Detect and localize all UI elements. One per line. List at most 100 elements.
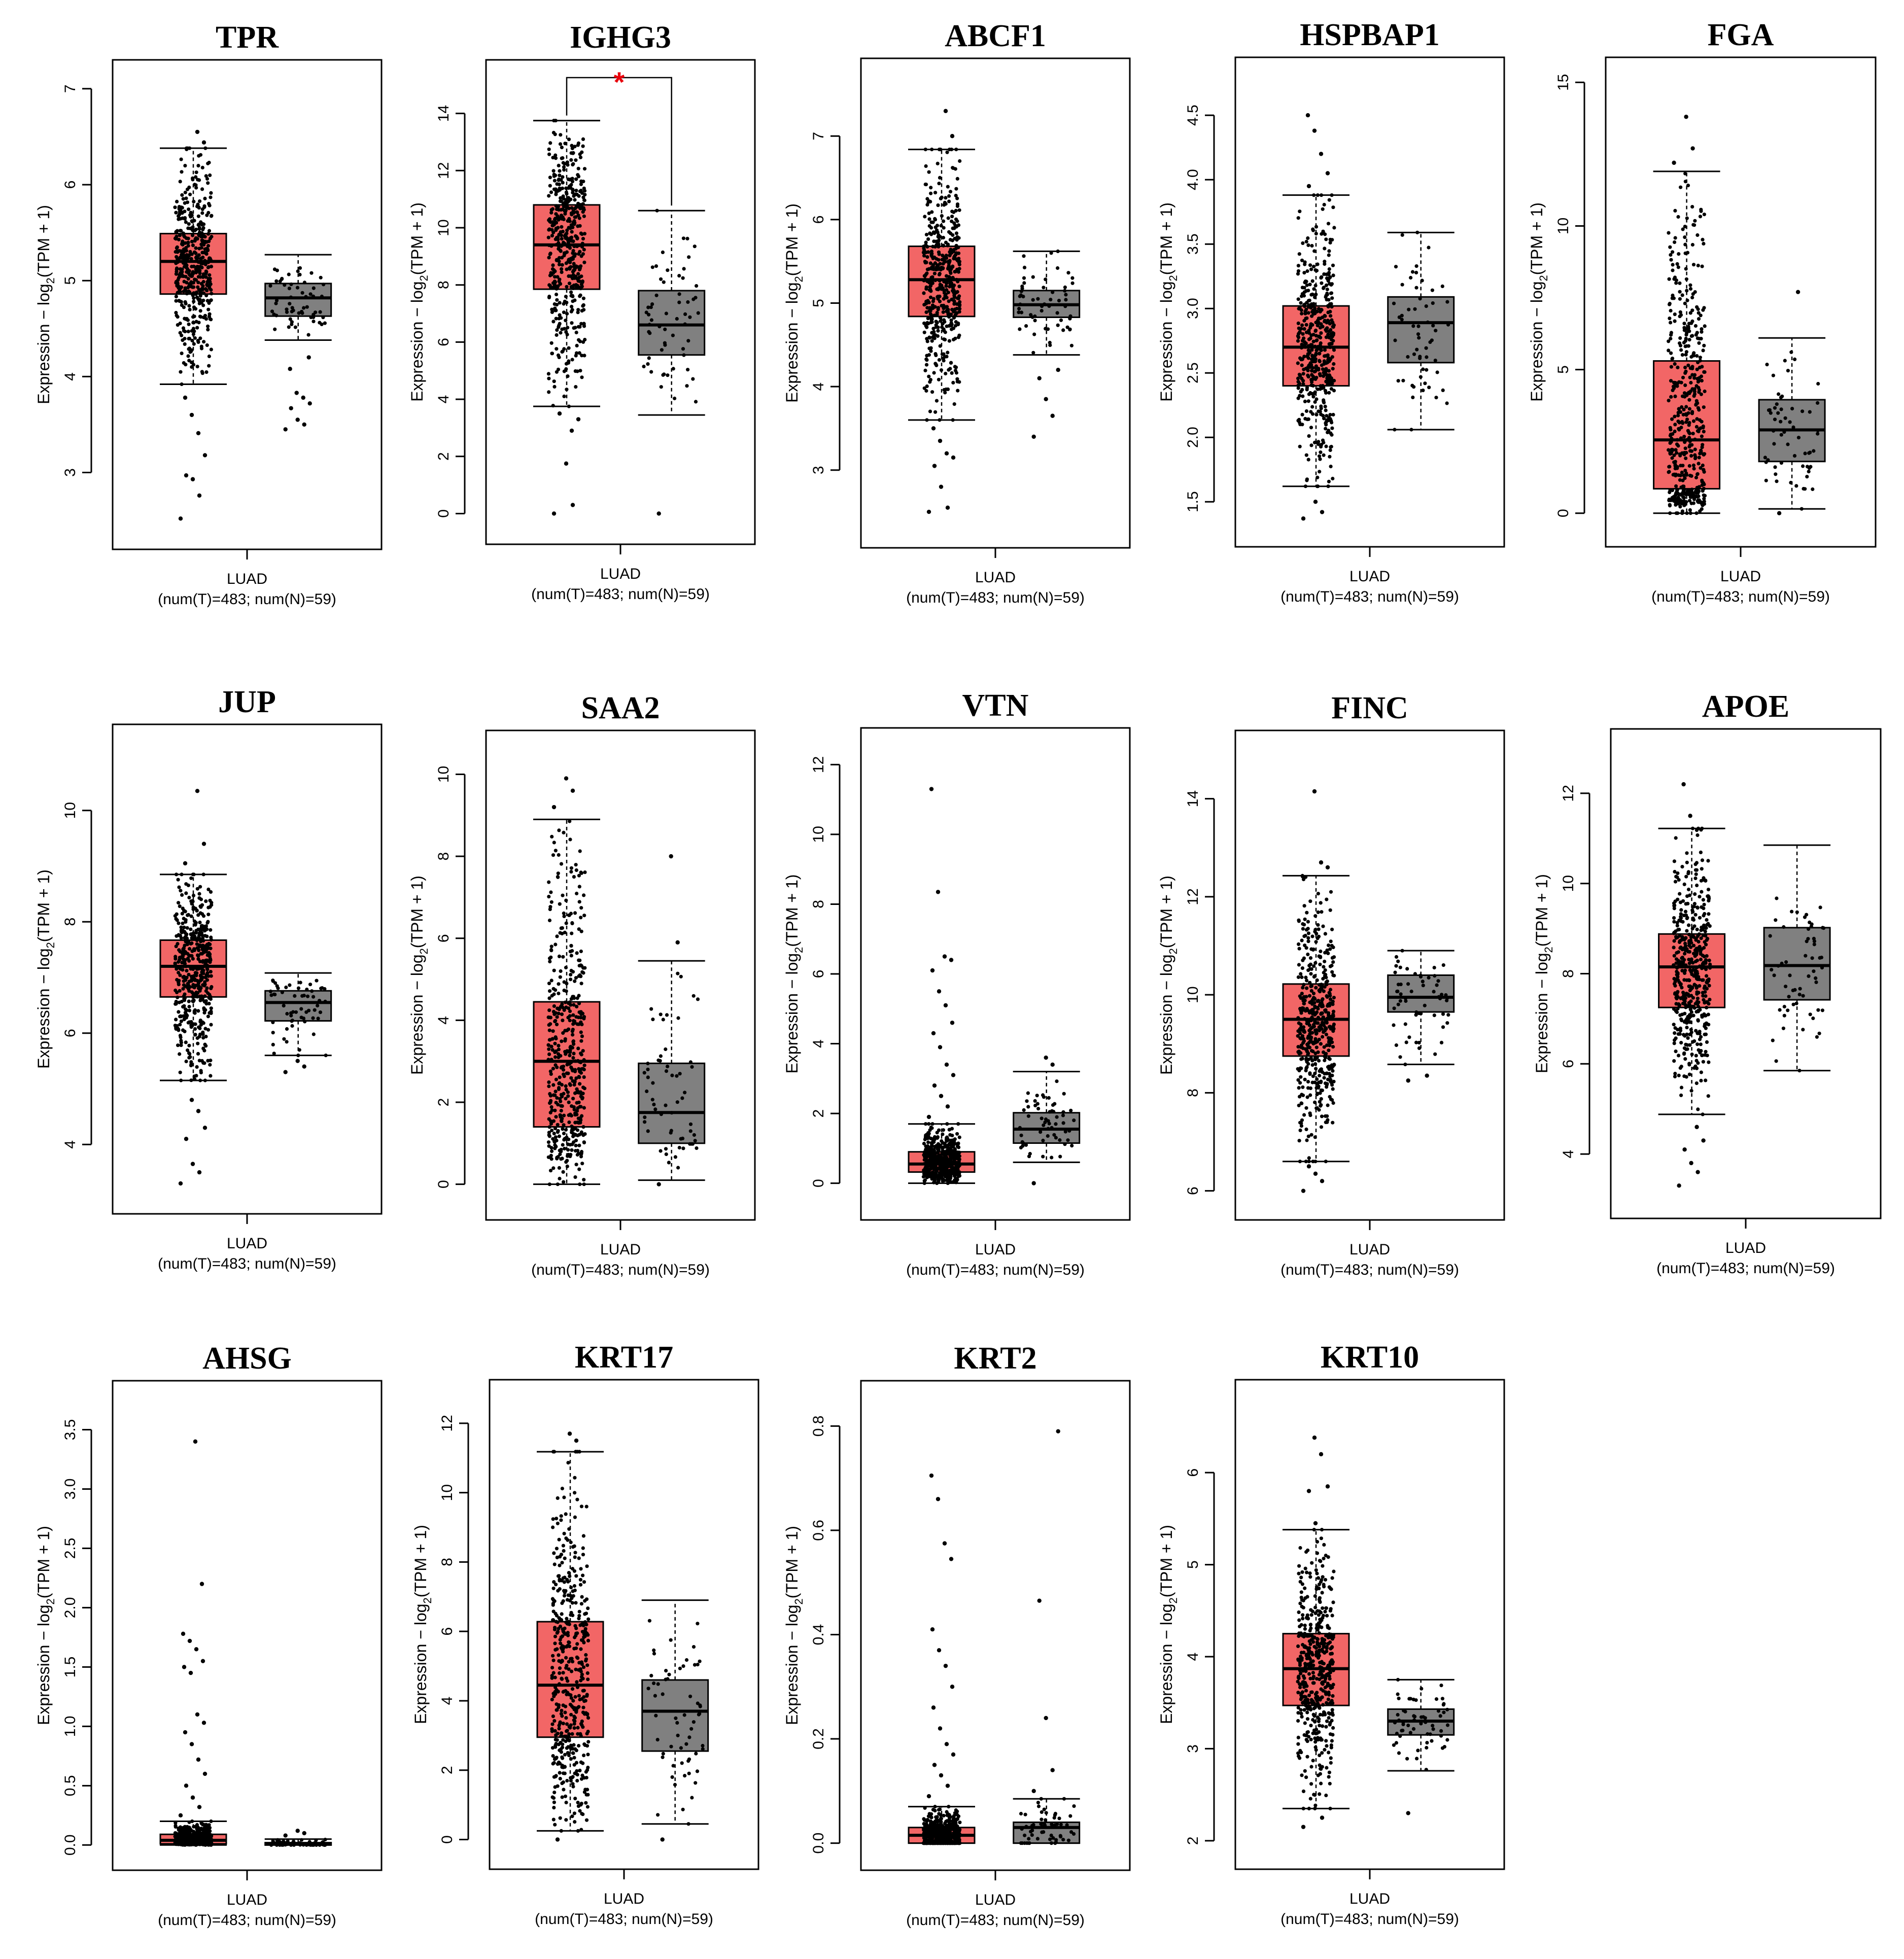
data-point — [565, 200, 569, 204]
data-point — [670, 1073, 674, 1077]
data-point — [1669, 451, 1673, 456]
data-point — [205, 934, 209, 938]
data-point — [1297, 919, 1301, 923]
data-point — [1056, 249, 1060, 253]
outlier-point — [1320, 510, 1325, 514]
data-point — [1418, 375, 1423, 379]
data-point — [582, 1182, 586, 1186]
data-point — [197, 222, 201, 226]
data-point — [952, 210, 956, 214]
data-point — [197, 227, 201, 231]
data-point — [304, 295, 308, 299]
data-point — [176, 878, 180, 882]
data-point — [199, 1069, 203, 1073]
data-point — [311, 315, 316, 320]
data-point — [1669, 432, 1673, 436]
data-point — [1329, 444, 1333, 449]
x-category-label: LUAD — [227, 571, 267, 587]
data-point — [1300, 388, 1304, 392]
data-point — [1041, 1155, 1045, 1159]
data-point — [945, 1122, 949, 1126]
data-point — [1320, 281, 1324, 285]
data-point — [203, 961, 207, 965]
data-point — [553, 308, 557, 312]
data-point — [580, 375, 584, 379]
data-point — [1306, 399, 1310, 403]
data-point — [189, 257, 193, 261]
data-point — [1327, 1067, 1331, 1071]
data-point — [309, 271, 314, 275]
data-point — [930, 1122, 934, 1126]
data-point — [1296, 339, 1300, 343]
data-point — [555, 182, 559, 186]
data-point — [929, 220, 933, 224]
data-point — [1044, 1117, 1048, 1122]
data-point — [1674, 492, 1678, 496]
data-point — [177, 885, 181, 889]
data-point — [1309, 967, 1313, 971]
data-point — [189, 1060, 193, 1064]
data-point — [940, 214, 944, 218]
data-point — [178, 180, 182, 184]
data-point — [1691, 501, 1695, 505]
data-point — [924, 232, 928, 237]
data-point — [191, 905, 195, 909]
data-point — [570, 1104, 574, 1108]
data-point — [206, 913, 211, 917]
data-point — [562, 1008, 566, 1012]
data-point — [192, 219, 196, 223]
data-point — [573, 254, 577, 258]
data-point — [929, 232, 933, 236]
data-point — [1310, 405, 1314, 409]
data-point — [1421, 367, 1425, 371]
data-point — [1675, 451, 1679, 455]
data-point — [571, 1019, 576, 1023]
data-point — [1406, 355, 1410, 359]
data-point — [1688, 311, 1692, 315]
data-point — [1324, 294, 1328, 298]
data-point — [547, 1117, 551, 1121]
data-point — [553, 1055, 558, 1059]
data-point — [558, 931, 562, 935]
iqr-box — [1387, 296, 1455, 364]
outlier-point — [938, 1045, 943, 1050]
data-point — [950, 307, 954, 312]
data-point — [555, 934, 559, 938]
data-point — [207, 364, 211, 368]
data-point — [570, 931, 574, 935]
data-point — [198, 199, 202, 203]
data-point — [569, 223, 573, 227]
data-point — [580, 1034, 584, 1038]
data-point — [546, 1043, 551, 1047]
data-point — [197, 1025, 201, 1029]
outlier-point — [937, 989, 942, 994]
data-point — [549, 1105, 553, 1109]
data-point — [298, 981, 302, 985]
data-point — [1063, 1130, 1067, 1134]
data-point — [1305, 986, 1309, 990]
data-point — [566, 326, 570, 330]
data-point — [1320, 307, 1324, 312]
data-point — [1676, 498, 1680, 502]
data-point — [1674, 448, 1678, 452]
data-point — [1425, 368, 1429, 372]
data-point — [934, 353, 938, 358]
data-point — [300, 311, 304, 315]
data-point — [574, 205, 578, 209]
data-point — [1330, 282, 1334, 286]
data-point — [1415, 230, 1420, 234]
data-point — [1313, 295, 1317, 299]
data-point — [1329, 291, 1333, 295]
data-point — [183, 164, 187, 168]
x-category-label: LUAD — [600, 566, 641, 582]
data-point — [577, 279, 581, 284]
data-point — [578, 294, 582, 298]
data-point — [299, 1007, 303, 1011]
outlier-point — [1050, 413, 1055, 418]
data-point — [936, 1135, 940, 1139]
data-point — [551, 1009, 556, 1013]
data-point — [1702, 405, 1706, 409]
data-point — [1680, 353, 1684, 357]
data-point — [180, 193, 184, 197]
